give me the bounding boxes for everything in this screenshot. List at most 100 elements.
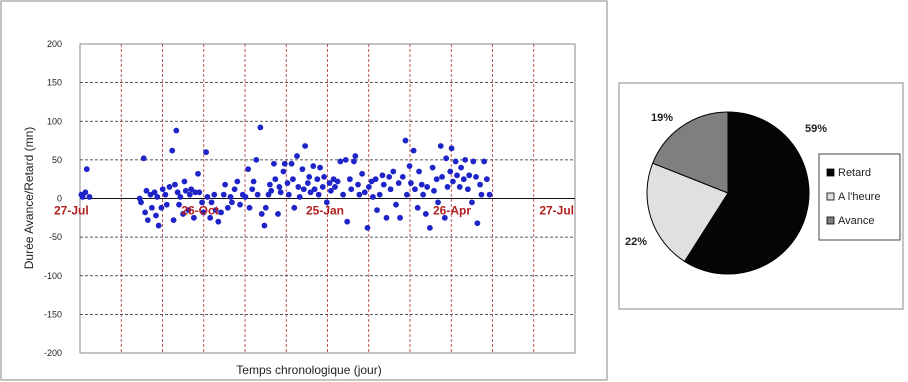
data-point [317, 164, 323, 171]
data-point [456, 184, 463, 190]
pie-slice-avance [652, 111, 729, 194]
data-point [483, 176, 490, 183]
data-point [211, 191, 218, 198]
data-point [450, 178, 456, 185]
data-point [481, 158, 488, 165]
legend-swatch-retard [826, 168, 835, 177]
data-point [348, 186, 355, 193]
data-point [204, 194, 211, 200]
data-point [153, 212, 159, 219]
data-point [374, 207, 380, 213]
data-point [435, 199, 441, 206]
data-point [393, 201, 399, 208]
data-point [365, 184, 372, 190]
data-point [370, 194, 376, 200]
data-point [352, 153, 359, 159]
data-point [177, 194, 184, 200]
data-point [203, 149, 210, 156]
data-point [277, 189, 284, 196]
data-point [403, 191, 410, 198]
data-point [302, 143, 309, 149]
data-point [186, 191, 193, 198]
pie-slice-a-lheure [646, 162, 729, 263]
data-point [227, 194, 234, 200]
pie-slices [646, 111, 810, 275]
data-point [253, 156, 260, 163]
data-point [281, 160, 288, 167]
data-point [486, 191, 493, 198]
data-point [420, 191, 427, 198]
legend-label-avance: Avance [838, 215, 875, 227]
data-point [304, 180, 311, 186]
data-point [215, 218, 222, 225]
y-tick-label: 100 [47, 116, 62, 126]
data-point [448, 145, 455, 152]
data-point [228, 199, 235, 206]
data-point [268, 187, 275, 194]
date-label: 26-Apr [433, 204, 471, 218]
data-point [355, 181, 361, 188]
scatter-chart: 200 150 100 50 0 -50 -100 -150 -200 27-Jul 26-Oct… [0, 0, 608, 381]
data-point [208, 199, 215, 206]
data-point [285, 191, 292, 198]
legend-item-retard: Retard [826, 167, 871, 179]
data-point [275, 211, 281, 217]
data-point [315, 191, 322, 198]
data-point [441, 214, 448, 221]
data-point [82, 189, 89, 196]
y-axis-title: Durée Avance/Retard (mn) [22, 127, 36, 270]
data-point [299, 166, 306, 173]
data-point [344, 218, 351, 225]
y-tick-label: 50 [52, 155, 62, 165]
data-point [416, 168, 422, 175]
grid-lines [80, 44, 575, 353]
data-point [250, 178, 257, 185]
data-point [173, 127, 180, 134]
data-point [300, 186, 307, 193]
data-point [386, 173, 393, 180]
y-tick-label: 150 [47, 78, 62, 88]
data-point [237, 201, 243, 208]
legend-label-retard: Retard [838, 167, 871, 179]
data-point [86, 194, 93, 200]
data-point [447, 168, 454, 175]
data-point [462, 156, 469, 163]
data-point [276, 184, 283, 190]
data-point [196, 189, 203, 196]
data-point [452, 158, 459, 165]
data-point [220, 191, 227, 198]
data-point [306, 173, 313, 180]
pie-chart: 59% 22% 19% Retard A l'heure Avance [618, 82, 904, 310]
data-point [191, 214, 197, 221]
legend-swatch-a-lheure [826, 192, 835, 201]
y-tick-label: -150 [44, 309, 62, 319]
data-point [280, 168, 287, 175]
data-point [458, 164, 464, 171]
data-point [159, 186, 166, 193]
pie-label-avance: 19% [651, 112, 673, 124]
data-point [399, 173, 406, 180]
data-point [469, 199, 475, 206]
data-point [474, 220, 481, 227]
data-point [234, 178, 241, 185]
data-point [359, 170, 365, 177]
data-point [437, 143, 444, 149]
data-point [454, 172, 460, 179]
data-point [155, 222, 162, 229]
data-point [242, 194, 249, 200]
data-point [169, 147, 176, 154]
data-point [288, 160, 295, 167]
data-point [83, 166, 90, 173]
data-point [478, 191, 485, 198]
data-point [460, 176, 467, 183]
pie-slice-retard [683, 111, 810, 275]
data-point [151, 189, 158, 196]
date-label: 25-Jan [306, 204, 344, 218]
data-point [351, 158, 357, 165]
data-point [181, 178, 188, 185]
data-point [444, 184, 451, 190]
data-point [307, 189, 314, 196]
data-point [295, 184, 302, 190]
data-point [272, 176, 279, 183]
x-axis-title: Temps chronologique (jour) [236, 363, 381, 377]
